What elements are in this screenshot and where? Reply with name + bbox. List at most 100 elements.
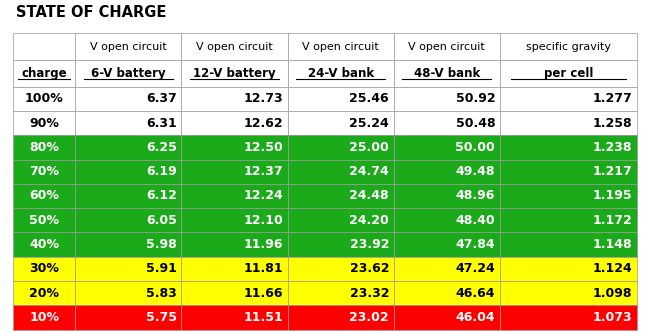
Text: 1.258: 1.258 (593, 117, 632, 130)
Bar (75, 87, 181, 111)
Bar (287, 60, 394, 87)
Bar (394, 160, 500, 184)
Text: 24-V bank: 24-V bank (307, 67, 374, 80)
Text: 46.64: 46.64 (456, 287, 495, 300)
Text: 5.83: 5.83 (146, 287, 177, 300)
Text: 80%: 80% (29, 141, 59, 154)
Bar (75, 160, 181, 184)
Bar (287, 160, 394, 184)
Bar (287, 281, 394, 305)
Text: 48-V bank: 48-V bank (413, 67, 480, 80)
Bar (394, 87, 500, 111)
Bar (13, 87, 75, 111)
Text: 1.238: 1.238 (593, 141, 632, 154)
Bar (13, 184, 75, 208)
Bar (500, 87, 637, 111)
Text: 90%: 90% (29, 117, 59, 130)
Bar (394, 111, 500, 135)
Bar (500, 111, 637, 135)
Text: V open circuit: V open circuit (90, 42, 167, 52)
Bar (75, 232, 181, 257)
Text: 50.00: 50.00 (456, 141, 495, 154)
Bar (181, 33, 287, 60)
Text: 24.48: 24.48 (350, 189, 389, 202)
Bar (13, 281, 75, 305)
Text: STATE OF CHARGE: STATE OF CHARGE (16, 5, 166, 20)
Text: 60%: 60% (29, 189, 59, 202)
Text: 11.51: 11.51 (243, 311, 283, 324)
Bar (181, 184, 287, 208)
Bar (287, 184, 394, 208)
Text: 1.098: 1.098 (593, 287, 632, 300)
Text: per cell: per cell (543, 67, 593, 80)
Bar (181, 232, 287, 257)
Bar (500, 281, 637, 305)
Bar (181, 305, 287, 330)
Text: 5.91: 5.91 (146, 262, 177, 275)
Text: 24.74: 24.74 (349, 165, 389, 178)
Text: 20%: 20% (29, 287, 59, 300)
Text: 12.50: 12.50 (243, 141, 283, 154)
Bar (75, 208, 181, 232)
Text: 10%: 10% (29, 311, 59, 324)
Text: specific gravity: specific gravity (526, 42, 611, 52)
Text: 1.277: 1.277 (593, 92, 632, 105)
Bar (13, 60, 75, 87)
Text: 47.84: 47.84 (456, 238, 495, 251)
Bar (500, 160, 637, 184)
Bar (181, 208, 287, 232)
Text: 6-V battery: 6-V battery (91, 67, 166, 80)
Bar (500, 232, 637, 257)
Bar (394, 208, 500, 232)
Bar (13, 33, 75, 60)
Text: V open circuit: V open circuit (302, 42, 379, 52)
Bar (394, 257, 500, 281)
Bar (394, 281, 500, 305)
Text: 1.148: 1.148 (593, 238, 632, 251)
Bar (75, 135, 181, 160)
Bar (287, 135, 394, 160)
Text: 23.32: 23.32 (350, 287, 389, 300)
Bar (287, 232, 394, 257)
Text: 11.96: 11.96 (244, 238, 283, 251)
Text: 50%: 50% (29, 214, 59, 227)
Text: 48.40: 48.40 (456, 214, 495, 227)
Text: 12.24: 12.24 (243, 189, 283, 202)
Text: 12.10: 12.10 (243, 214, 283, 227)
Bar (13, 257, 75, 281)
Bar (13, 160, 75, 184)
Bar (181, 257, 287, 281)
Bar (394, 305, 500, 330)
Text: 25.46: 25.46 (350, 92, 389, 105)
Bar (500, 305, 637, 330)
Text: 6.12: 6.12 (146, 189, 177, 202)
Text: 50.48: 50.48 (456, 117, 495, 130)
Bar (13, 111, 75, 135)
Bar (287, 87, 394, 111)
Text: V open circuit: V open circuit (408, 42, 485, 52)
Text: 6.19: 6.19 (146, 165, 177, 178)
Bar (394, 135, 500, 160)
Bar (13, 305, 75, 330)
Text: 30%: 30% (29, 262, 59, 275)
Text: 24.20: 24.20 (349, 214, 389, 227)
Bar (13, 208, 75, 232)
Bar (75, 111, 181, 135)
Text: 49.48: 49.48 (456, 165, 495, 178)
Text: 6.31: 6.31 (146, 117, 177, 130)
Text: 46.04: 46.04 (456, 311, 495, 324)
Text: 48.96: 48.96 (456, 189, 495, 202)
Bar (394, 232, 500, 257)
Bar (394, 33, 500, 60)
Text: 11.66: 11.66 (244, 287, 283, 300)
Bar (500, 257, 637, 281)
Text: 100%: 100% (25, 92, 64, 105)
Bar (181, 87, 287, 111)
Bar (394, 184, 500, 208)
Text: 1.217: 1.217 (593, 165, 632, 178)
Bar (287, 208, 394, 232)
Text: 40%: 40% (29, 238, 59, 251)
Bar (75, 305, 181, 330)
Text: 12.73: 12.73 (243, 92, 283, 105)
Text: 1.124: 1.124 (593, 262, 632, 275)
